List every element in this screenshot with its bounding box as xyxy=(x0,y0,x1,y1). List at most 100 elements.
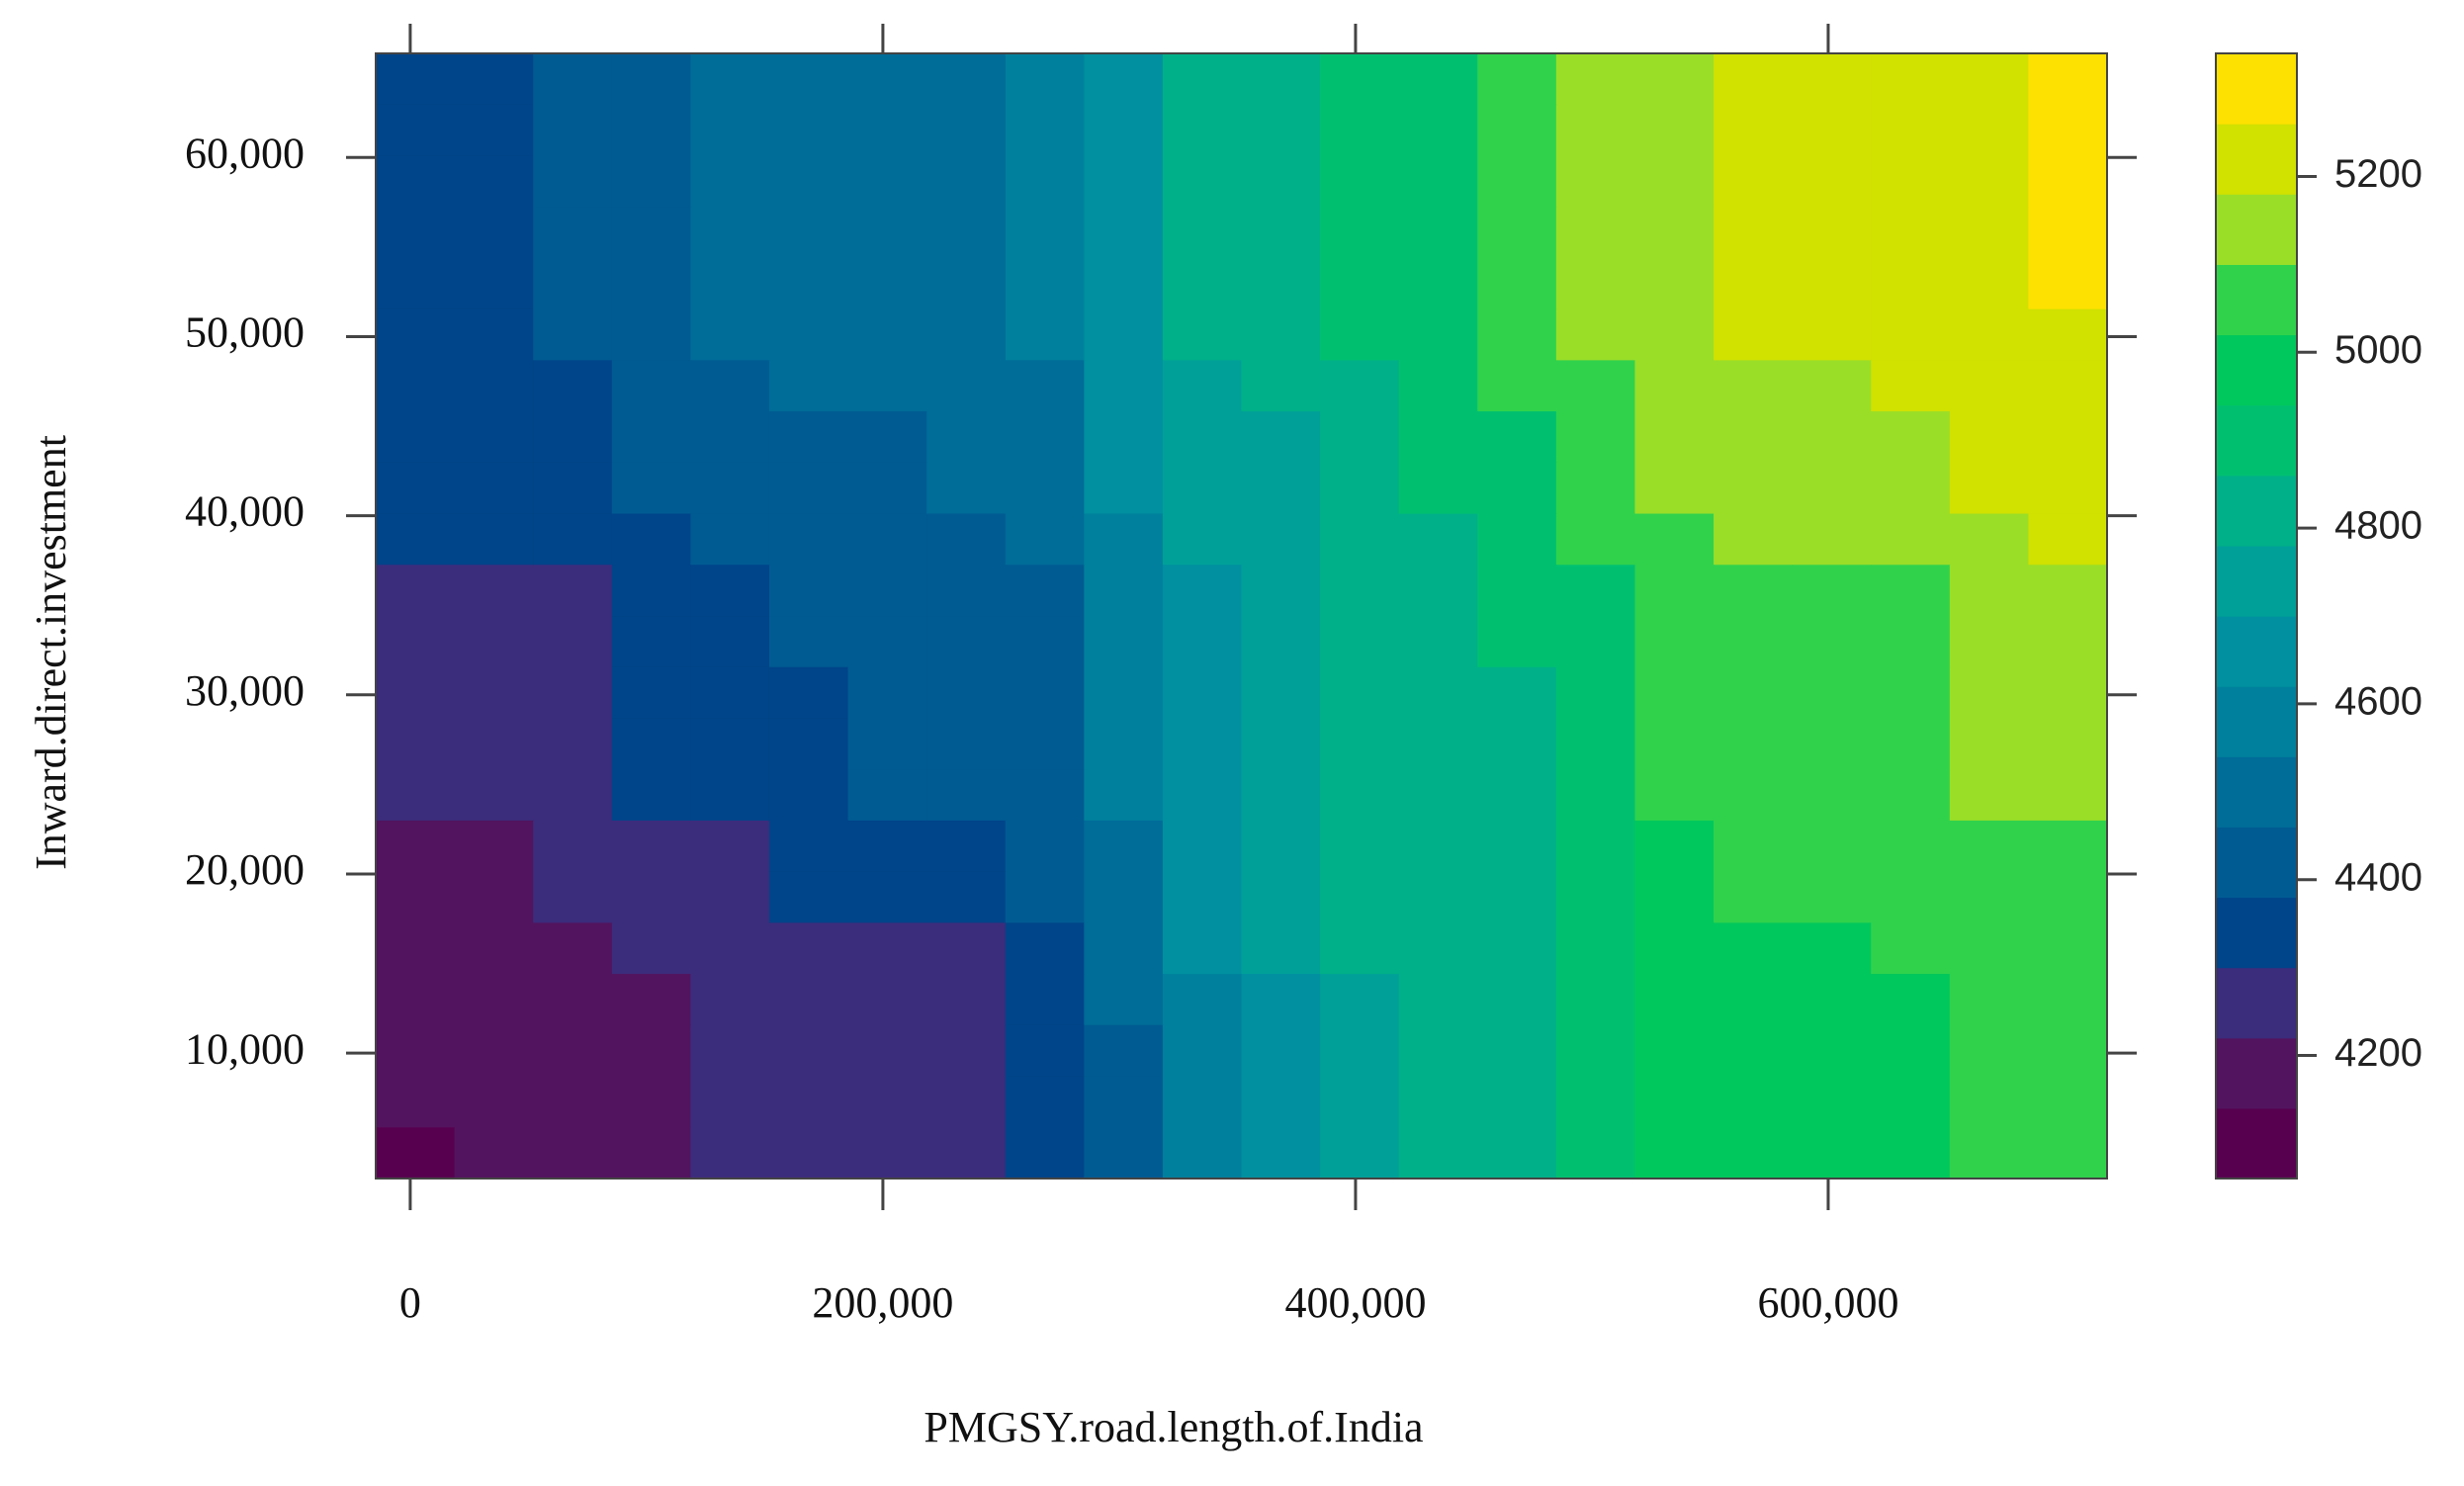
heat-cell xyxy=(768,616,849,668)
heat-cell xyxy=(1320,257,1400,310)
heat-cell xyxy=(1241,104,1321,157)
heat-cell xyxy=(1714,513,1794,566)
heat-cell xyxy=(533,820,613,873)
heat-cell xyxy=(1871,257,1951,310)
heat-cell xyxy=(1084,666,1164,720)
y-tick-label: 10,000 xyxy=(185,1024,305,1073)
heat-cell xyxy=(1398,871,1478,923)
heat-cell xyxy=(1555,718,1636,770)
heat-cell xyxy=(1005,411,1085,464)
heat-cell xyxy=(1949,871,2030,923)
heat-cell xyxy=(454,513,534,566)
heat-cell xyxy=(611,616,691,668)
heat-cell xyxy=(1162,769,1243,822)
heat-cell xyxy=(1792,53,1872,106)
colorbar-band xyxy=(2216,264,2297,336)
heat-cell xyxy=(1949,155,2030,208)
heat-cell xyxy=(1005,769,1085,822)
colorbar-band xyxy=(2216,124,2297,195)
heat-cell xyxy=(1162,1076,1243,1128)
heat-cell xyxy=(847,666,927,720)
heat-cell xyxy=(768,1127,849,1180)
heat-cell xyxy=(1162,513,1243,566)
heat-cell xyxy=(533,207,613,259)
heat-cell xyxy=(1477,207,1557,259)
heat-cell xyxy=(454,257,534,310)
heat-cell xyxy=(1949,513,2030,566)
heat-cell xyxy=(1714,769,1794,822)
heat-cell xyxy=(1555,1076,1636,1128)
heat-cell xyxy=(2028,974,2108,1026)
heat-cell xyxy=(768,871,849,923)
heat-cell xyxy=(1398,155,1478,208)
heat-cell xyxy=(1320,871,1400,923)
heat-cell xyxy=(2028,616,2108,668)
heat-cell xyxy=(1871,820,1951,873)
heat-cell xyxy=(1398,769,1478,822)
heat-cell xyxy=(1949,616,2030,668)
heat-cell xyxy=(1871,974,1951,1026)
heat-cell xyxy=(1084,257,1164,310)
heat-cell xyxy=(611,257,691,310)
heat-cell xyxy=(1477,53,1557,106)
heat-cell xyxy=(1714,718,1794,770)
heat-cell xyxy=(1320,769,1400,822)
heat-cell xyxy=(1005,360,1085,412)
heat-cell xyxy=(926,1076,1007,1128)
heat-cell xyxy=(1320,411,1400,464)
heat-cell xyxy=(1084,974,1164,1026)
heat-cell xyxy=(847,411,927,464)
heat-cell xyxy=(533,769,613,822)
heat-cell xyxy=(690,462,770,515)
heat-cell xyxy=(768,360,849,412)
heat-cell xyxy=(1320,462,1400,515)
heat-cell xyxy=(768,820,849,873)
heat-cell xyxy=(847,974,927,1026)
heat-cell xyxy=(611,565,691,617)
heat-cell xyxy=(1005,1024,1085,1078)
heat-cell xyxy=(533,257,613,310)
heat-cell xyxy=(376,922,456,975)
heat-cell xyxy=(690,411,770,464)
heat-cell xyxy=(1398,53,1478,106)
heat-cell xyxy=(1555,666,1636,720)
heat-cell xyxy=(1477,360,1557,412)
heat-cell xyxy=(1555,871,1636,923)
heat-cell xyxy=(611,308,691,361)
heat-cell xyxy=(1714,308,1794,361)
heat-cell xyxy=(611,1024,691,1078)
heat-cell xyxy=(1005,616,1085,668)
heat-cell xyxy=(1634,308,1715,361)
heat-cell xyxy=(454,871,534,923)
heat-cell xyxy=(376,974,456,1026)
heat-cell xyxy=(1005,53,1085,106)
heat-cell xyxy=(611,718,691,770)
heat-cell xyxy=(1477,155,1557,208)
heat-cell xyxy=(1477,974,1557,1026)
heat-cell xyxy=(1005,922,1085,975)
heat-cell xyxy=(768,308,849,361)
heat-cell xyxy=(1477,257,1557,310)
colorbar-tick-label: 4800 xyxy=(2334,504,2422,548)
heat-cell xyxy=(1714,974,1794,1026)
heat-cell xyxy=(1241,974,1321,1026)
heat-cell xyxy=(1555,769,1636,822)
heat-cell xyxy=(1792,513,1872,566)
heat-cell xyxy=(847,513,927,566)
heat-cell xyxy=(1241,718,1321,770)
heat-cell xyxy=(1241,257,1321,310)
heat-cell xyxy=(1871,360,1951,412)
heat-cell xyxy=(1949,411,2030,464)
heat-cell xyxy=(1320,207,1400,259)
heat-cell xyxy=(1871,922,1951,975)
heat-cell xyxy=(1634,922,1715,975)
heat-cell xyxy=(690,718,770,770)
heat-cell xyxy=(690,308,770,361)
heat-cell xyxy=(768,565,849,617)
heat-cell xyxy=(1792,360,1872,412)
heat-cell xyxy=(1398,616,1478,668)
heat-cell xyxy=(847,1127,927,1180)
heat-cell xyxy=(376,1024,456,1078)
heat-cell xyxy=(2028,565,2108,617)
heat-cell xyxy=(1792,1127,1872,1180)
